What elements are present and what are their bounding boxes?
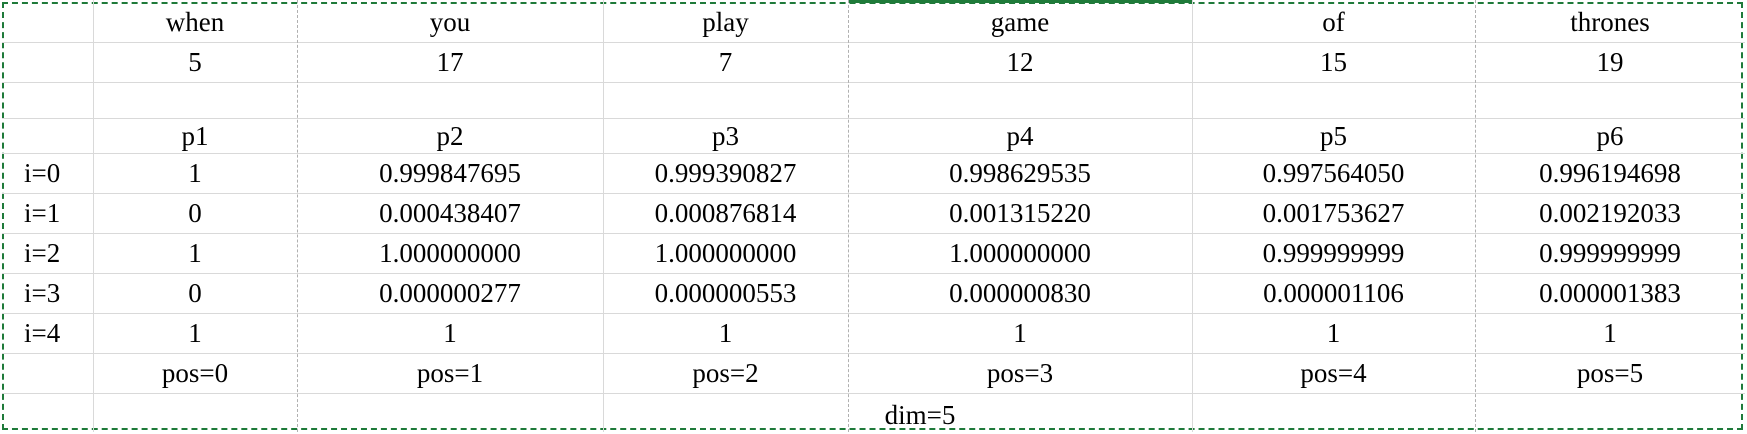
- encoding-value-cell: 1: [1013, 318, 1027, 348]
- position-label-cell: p5: [1320, 120, 1347, 151]
- encoding-value-cell: 1: [188, 158, 202, 188]
- encoding-value-cell: 0.999999999: [1262, 238, 1405, 268]
- position-label-cell: p3: [712, 120, 739, 151]
- encoding-value-cell: 0.001753627: [1262, 198, 1405, 228]
- word-cell: you: [429, 7, 471, 37]
- grid-row-line: [2, 353, 1745, 354]
- encoding-value-cell: 0.000001106: [1263, 278, 1404, 308]
- position-label-cell: p4: [1006, 120, 1034, 151]
- pos-cell: pos=1: [416, 358, 484, 388]
- grid-row-line: [2, 393, 1745, 394]
- encoding-value-cell: 0: [188, 278, 202, 308]
- encoding-value-cell: 0.000000277: [379, 278, 521, 308]
- position-label-cell: p6: [1596, 120, 1624, 151]
- pos-cell: pos=5: [1576, 358, 1644, 388]
- pos-cell: pos=3: [986, 358, 1054, 388]
- word-cell: when: [165, 7, 225, 37]
- encoding-value-cell: 1.000000000: [379, 238, 521, 268]
- grid-row-line: [2, 153, 1745, 154]
- encoding-value-cell: 0: [188, 198, 202, 228]
- word-cell: play: [702, 7, 749, 37]
- encoding-value-cell: 0.001315220: [949, 198, 1091, 228]
- grid-row-line: [2, 82, 1745, 83]
- encoding-value-cell: 0.999847695: [379, 158, 521, 188]
- token-id-cell: 5: [188, 47, 202, 77]
- word-cell: of: [1322, 7, 1345, 37]
- pos-cell: pos=2: [692, 358, 759, 388]
- pos-cell: pos=4: [1300, 358, 1367, 388]
- position-label-cell: p2: [436, 120, 464, 151]
- grid-column-line: [1192, 0, 1193, 432]
- position-label-cell: p1: [181, 120, 209, 151]
- encoding-value-cell: 1: [1603, 318, 1617, 348]
- grid-column-line: [297, 0, 298, 432]
- dimension-index-label: i=4: [24, 318, 61, 348]
- encoding-value-cell: 0.999999999: [1539, 238, 1681, 268]
- dimension-index-label: i=2: [24, 238, 61, 268]
- encoding-value-cell: 0.000001383: [1539, 278, 1681, 308]
- encoding-value-cell: 1.000000000: [949, 238, 1091, 268]
- encoding-value-cell: 1.000000000: [654, 238, 797, 268]
- dimension-index-label: i=1: [24, 198, 61, 228]
- token-id-cell: 19: [1596, 47, 1624, 77]
- encoding-value-cell: 0.000000553: [654, 278, 797, 308]
- grid-row-line: [2, 118, 1745, 119]
- dim-label: dim=5: [884, 400, 956, 430]
- grid-column-line: [603, 0, 604, 432]
- grid-column-line: [1475, 0, 1476, 432]
- encoding-value-cell: 1: [188, 238, 202, 268]
- encoding-value-cell: 0.997564050: [1262, 158, 1405, 188]
- token-id-cell: 7: [718, 47, 733, 77]
- encoding-value-cell: 1: [718, 318, 733, 348]
- dimension-index-label: i=3: [24, 278, 61, 308]
- grid-row-line: [2, 313, 1745, 314]
- encoding-value-cell: 0.996194698: [1539, 158, 1681, 188]
- grid-row-line: [2, 233, 1745, 234]
- encoding-value-cell: 0.002192033: [1539, 198, 1681, 228]
- token-id-cell: 12: [1006, 47, 1034, 77]
- grid-row-line: [2, 193, 1745, 194]
- pos-cell: pos=0: [161, 358, 229, 388]
- grid-row-line: [2, 273, 1745, 274]
- encoding-value-cell: 0.000438407: [379, 198, 521, 228]
- encoding-value-cell: 0.000876814: [654, 198, 797, 228]
- encoding-value-cell: 1: [1326, 318, 1341, 348]
- encoding-value-cell: 0.998629535: [949, 158, 1091, 188]
- grid-column-line: [848, 0, 849, 432]
- selected-column-indicator: [848, 0, 1192, 3]
- word-cell: game: [990, 7, 1050, 37]
- grid-row-line: [2, 42, 1745, 43]
- word-cell: thrones: [1570, 7, 1650, 37]
- token-id-cell: 15: [1320, 47, 1347, 77]
- dimension-index-label: i=0: [24, 158, 61, 188]
- token-id-cell: 17: [436, 47, 464, 77]
- grid-column-line: [93, 0, 94, 432]
- encoding-value-cell: 0.000000830: [949, 278, 1091, 308]
- encoding-value-cell: 1: [443, 318, 457, 348]
- encoding-value-cell: 0.999390827: [654, 158, 797, 188]
- encoding-value-cell: 1: [188, 318, 202, 348]
